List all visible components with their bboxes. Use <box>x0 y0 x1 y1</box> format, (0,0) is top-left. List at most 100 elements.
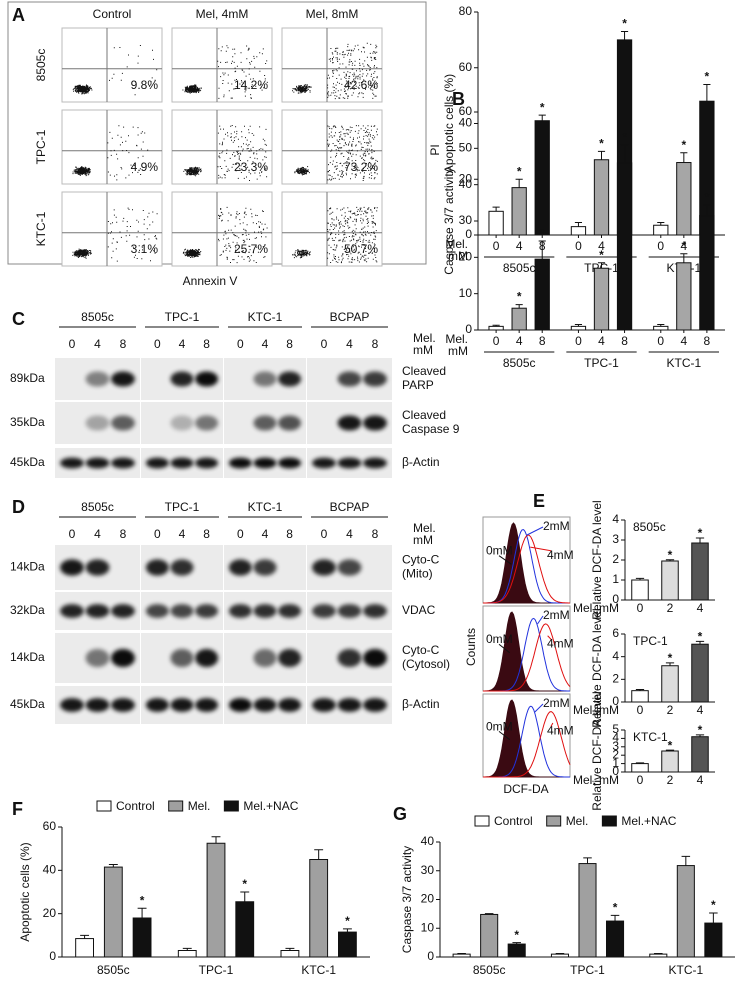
blot-band <box>253 415 277 431</box>
panel-label: G <box>393 804 407 824</box>
lane-label: 4 <box>346 337 353 351</box>
bar <box>653 325 669 331</box>
significance-star: * <box>517 164 522 178</box>
x-tick-label: 2 <box>667 773 674 787</box>
bar <box>676 865 695 958</box>
blot-band <box>85 371 110 387</box>
y-axis-label: Caspase 3/7 activity <box>442 167 456 274</box>
y-tick-label: 0 <box>612 592 619 606</box>
significance-star: * <box>681 138 686 152</box>
blot-band <box>312 457 336 469</box>
legend-swatch <box>546 815 562 827</box>
x-tick-label: 0 <box>575 334 582 348</box>
x-axis-label: Annexin V <box>183 274 238 288</box>
bar <box>631 690 649 703</box>
blot-band <box>145 698 169 712</box>
y-tick-label: 2 <box>612 747 619 761</box>
blot-band <box>363 698 387 712</box>
y-tick-label: 60 <box>459 104 473 118</box>
bar <box>704 922 723 958</box>
protein-label: Cleaved <box>402 408 446 422</box>
x-tick-label: 0 <box>637 703 644 717</box>
y-tick-label: 3 <box>612 739 619 753</box>
molecular-weight: 32kDa <box>10 603 45 617</box>
percentage: 9.8% <box>131 78 159 92</box>
curve-label: 0mM <box>486 544 513 558</box>
error-bar <box>610 914 620 922</box>
legend-label: Mel.+NAC <box>621 814 676 828</box>
panel-label: F <box>12 799 23 819</box>
y-tick-label: 40 <box>43 863 57 877</box>
row-label: KTC-1 <box>34 211 48 246</box>
lane-label: 8 <box>120 337 127 351</box>
blot-band <box>363 457 387 469</box>
group-label: 8505c <box>81 310 114 324</box>
error-bar <box>108 863 118 868</box>
error-bar <box>695 640 705 645</box>
error-bar <box>657 221 665 226</box>
arrow <box>547 635 552 640</box>
bar <box>534 258 550 331</box>
significance-star: * <box>613 900 618 914</box>
error-bar <box>555 953 565 955</box>
molecular-weight: 45kDa <box>10 697 45 711</box>
y-axis-label: Caspase 3/7 activity <box>400 846 414 953</box>
blot-band <box>111 698 135 712</box>
bar <box>661 750 679 773</box>
error-bar <box>80 934 90 939</box>
lane-label: 4 <box>262 337 269 351</box>
blot-band <box>85 698 110 712</box>
blot-band <box>195 649 219 667</box>
x-axis-label: mM <box>448 344 468 358</box>
y-tick-label: 10 <box>421 920 435 934</box>
histogram-4mM <box>483 534 570 604</box>
blot-band <box>253 649 277 667</box>
blot-band <box>111 457 135 469</box>
blot-band <box>60 457 84 469</box>
group-label: TPC-1 <box>165 500 200 514</box>
group-label: KTC-1 <box>666 356 701 370</box>
x-tick-label: 2 <box>667 703 674 717</box>
y-tick-label: 40 <box>459 177 473 191</box>
protein-label: (Cytosol) <box>402 657 450 671</box>
panel-label: A <box>12 5 25 25</box>
percentage: 73.2% <box>344 160 378 174</box>
panel-label: E <box>533 491 545 511</box>
lane-label: 0 <box>69 337 76 351</box>
legend-label: Mel. <box>188 799 211 813</box>
molecular-weight: 45kDa <box>10 455 45 469</box>
blot-band <box>363 371 387 387</box>
blot-band <box>195 457 219 469</box>
bar <box>534 120 550 236</box>
scatter-dots <box>72 125 149 181</box>
error-bar <box>240 891 250 902</box>
error-bar <box>709 912 718 924</box>
panel-label: D <box>12 497 25 517</box>
y-tick-label: 0 <box>49 949 56 963</box>
blot-band <box>228 698 252 712</box>
error-bar <box>680 152 688 163</box>
error-bar <box>538 240 546 260</box>
molecular-weight: 14kDa <box>10 650 45 664</box>
bar <box>578 863 597 958</box>
treatment-label: Mel. <box>413 331 436 345</box>
lane-label: 0 <box>154 527 161 541</box>
protein-label: β-Actin <box>402 455 440 469</box>
error-bar <box>703 83 711 102</box>
group-label: TPC-1 <box>165 310 200 324</box>
protein-label: PARP <box>402 378 434 392</box>
lane-label: 8 <box>372 337 379 351</box>
error-bar <box>665 559 675 561</box>
curve-label: 2mM <box>543 696 570 710</box>
blot-band <box>170 649 194 667</box>
percentage: 25.7% <box>234 242 268 256</box>
percentage: 42.6% <box>344 78 378 92</box>
scatter-dots <box>72 207 158 262</box>
x-axis-label: DCF-DA <box>503 782 548 796</box>
bar <box>570 226 587 236</box>
error-bar <box>515 304 523 309</box>
significance-star: * <box>668 738 673 752</box>
y-axis-label: Relative DCF-DA level <box>590 500 604 619</box>
scatter-plot-frame <box>61 191 163 267</box>
blot-band <box>228 457 252 469</box>
